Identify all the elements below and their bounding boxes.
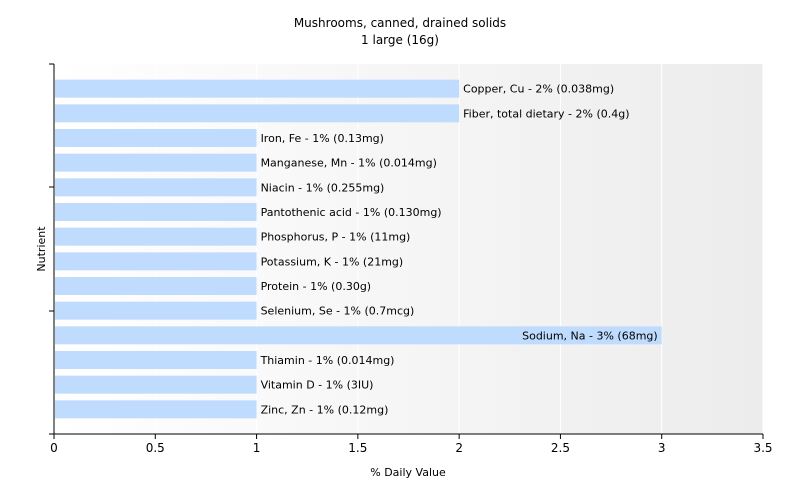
bar — [55, 104, 460, 123]
bar — [55, 277, 257, 295]
plot-background — [54, 64, 763, 434]
grid-lines — [154, 64, 764, 434]
bar — [55, 351, 257, 369]
bar — [55, 400, 257, 419]
bar — [55, 252, 257, 271]
bar — [55, 375, 257, 394]
x-tick-label: 2.5 — [551, 441, 570, 455]
bar-label: Potassium, K - 1% (21mg) — [261, 255, 404, 268]
x-tick-label: 3 — [658, 441, 666, 455]
x-tick-label: 2 — [455, 441, 463, 455]
x-ticks: 0 0.5 1 1.5 2 2.5 3 3.5 — [50, 434, 773, 455]
plot-area — [54, 64, 763, 434]
bar — [55, 79, 460, 98]
chart-title: Mushrooms, canned, drained solids — [294, 16, 506, 30]
bar-label: Sodium, Na - 3% (68mg) — [522, 329, 658, 342]
bar-label: Phosphorus, P - 1% (11mg) — [261, 231, 411, 244]
bar-label: Protein - 1% (0.30g) — [261, 280, 372, 293]
bar-label: Zinc, Zn - 1% (0.12mg) — [261, 403, 389, 416]
bar-label: Thiamin - 1% (0.014mg) — [260, 354, 395, 367]
bar — [55, 301, 257, 320]
bar — [55, 129, 257, 147]
bar-label: Pantothenic acid - 1% (0.130mg) — [261, 206, 442, 219]
x-tick-label: 1 — [253, 441, 261, 455]
bar-label: Manganese, Mn - 1% (0.014mg) — [261, 157, 437, 170]
x-tick-label: 1.5 — [348, 441, 367, 455]
chart-subtitle: 1 large (16g) — [361, 33, 439, 47]
y-axis-label: Nutrient — [35, 226, 48, 272]
x-tick-label: 0 — [50, 441, 58, 455]
bar — [55, 153, 257, 172]
bar-label: Copper, Cu - 2% (0.038mg) — [463, 83, 614, 96]
axes — [49, 63, 763, 435]
bar-label: Fiber, total dietary - 2% (0.4g) — [463, 107, 629, 120]
x-tick-label: 0.5 — [146, 441, 165, 455]
bar-label: Niacin - 1% (0.255mg) — [261, 181, 385, 194]
bar — [55, 227, 257, 246]
bar-label: Vitamin D - 1% (3IU) — [261, 379, 374, 392]
x-axis-label: % Daily Value — [370, 466, 446, 479]
bar — [55, 178, 257, 197]
bar — [55, 326, 662, 345]
x-tick-label: 3.5 — [753, 441, 772, 455]
bars: Copper, Cu - 2% (0.038mg) Fiber, total di… — [55, 79, 662, 419]
bar-label: Iron, Fe - 1% (0.13mg) — [261, 132, 384, 145]
bar-label: Selenium, Se - 1% (0.7mcg) — [261, 305, 415, 318]
bar — [55, 203, 257, 221]
